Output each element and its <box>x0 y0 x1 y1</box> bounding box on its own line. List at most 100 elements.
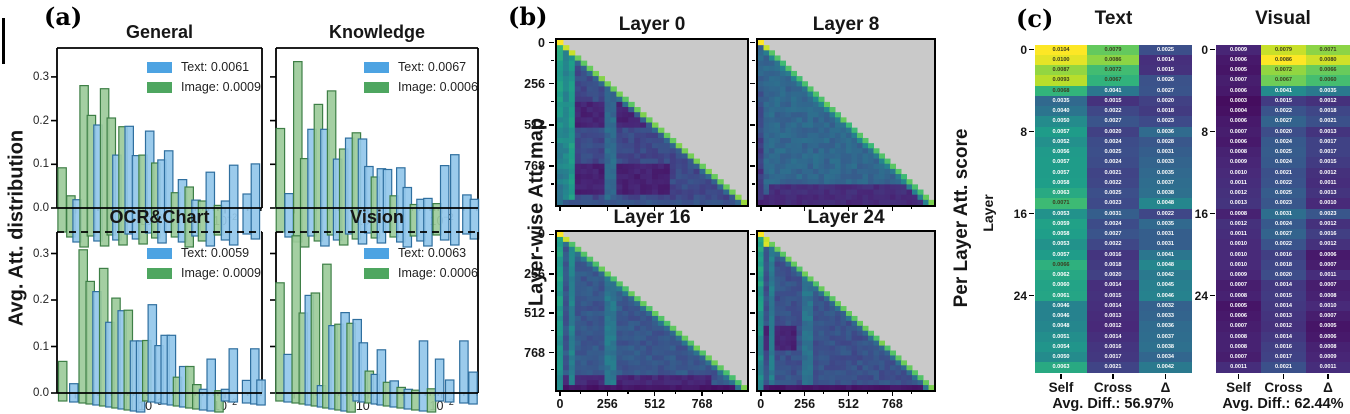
column-label-cross: Cross <box>1093 379 1133 395</box>
score-cell: 0.0025 <box>1087 147 1139 158</box>
score-cell: 0.0011 <box>1216 229 1261 240</box>
table-row: 0.0006 0.0013 0.0007 <box>1216 311 1350 322</box>
score-cell: 0.0024 <box>1261 136 1306 147</box>
heatmap-layer-24 <box>756 230 936 392</box>
score-cell: 0.0021 <box>1087 362 1139 373</box>
score-cell: 0.0009 <box>1216 44 1261 55</box>
score-cell: 0.0021 <box>1261 362 1306 373</box>
score-cell: 0.0031 <box>1261 208 1306 219</box>
x-minor-tick <box>823 391 825 394</box>
panel-a-label: (a) <box>44 2 83 31</box>
subplot-general-title: General <box>125 22 194 42</box>
legend-swatch-image <box>364 267 389 279</box>
score-cell: 0.0033 <box>1139 311 1192 322</box>
score-cell: 0.0052 <box>1035 136 1087 147</box>
table-row: 0.0063 0.0021 0.0042 <box>1035 362 1192 373</box>
heatmap-canvas <box>557 40 747 205</box>
score-cell: 0.0016 <box>1261 249 1306 260</box>
table-row: 0.0006 0.0027 0.0021 <box>1216 116 1350 127</box>
score-cell: 0.0011 <box>1216 177 1261 188</box>
score-cell: 0.0071 <box>1035 198 1087 209</box>
score-cell: 0.0042 <box>1139 362 1192 373</box>
table-row: 0.0009 0.0020 0.0011 <box>1216 270 1350 281</box>
table-row: 0.0050 0.0027 0.0023 <box>1035 116 1192 127</box>
x-minor-tick <box>823 206 825 209</box>
table-row: 0.0012 0.0025 0.0013 <box>1216 188 1350 199</box>
score-cell: 0.0004 <box>1216 106 1261 117</box>
score-cell: 0.0010 <box>1306 198 1350 209</box>
x-tick <box>760 206 762 211</box>
layer-tick <box>1029 294 1034 297</box>
score-cell: 0.0027 <box>1261 116 1306 127</box>
table-row: 0.0005 0.0072 0.0066 <box>1216 65 1350 76</box>
column-tick <box>1164 373 1167 379</box>
table-row: 0.0046 0.0014 0.0032 <box>1035 300 1192 311</box>
x-minor-tick <box>910 391 913 394</box>
layer-tick <box>1029 212 1034 215</box>
table-row: 0.0009 0.0079 0.0071 <box>1216 44 1350 55</box>
column-tick <box>1237 373 1240 379</box>
score-cell: 0.0021 <box>1261 167 1306 178</box>
score-cell: 0.0017 <box>1306 147 1350 158</box>
y-tick-label: 256 <box>524 266 545 281</box>
score-cell: 0.0059 <box>1035 218 1087 229</box>
score-cell: 0.0010 <box>1216 239 1261 250</box>
score-cell: 0.0022 <box>1139 208 1192 219</box>
score-cell: 0.0028 <box>1139 136 1192 147</box>
score-cell: 0.0031 <box>1087 208 1139 219</box>
x-tick-label: 0 <box>757 397 765 411</box>
score-cell: 0.0050 <box>1035 352 1087 363</box>
heatmap-layer-16 <box>555 230 749 392</box>
y-tick-label: 256 <box>524 76 545 91</box>
score-cell: 0.0046 <box>1035 300 1087 311</box>
y-minor-tick <box>752 59 755 62</box>
score-cell: 0.0011 <box>1306 177 1350 188</box>
layer-tick <box>1029 48 1034 51</box>
y-minor-tick <box>752 329 755 332</box>
legend-label-image: Image: 0.0006 <box>398 80 478 94</box>
table-row: 0.0063 0.0025 0.0038 <box>1035 188 1192 199</box>
x-minor-tick <box>867 206 869 209</box>
table-row: 0.0008 0.0014 0.0006 <box>1216 331 1350 342</box>
x-minor-tick <box>910 206 913 209</box>
table-row: 0.0008 0.0025 0.0017 <box>1216 147 1350 158</box>
layer-tick-label: 24 <box>1013 288 1027 303</box>
score-cell: 0.0025 <box>1261 188 1306 199</box>
y-tick <box>750 41 755 44</box>
score-cell: 0.0008 <box>1216 208 1261 219</box>
layer-tick <box>1210 48 1215 51</box>
table-text-title: Text <box>1094 8 1133 29</box>
score-cell: 0.0024 <box>1261 157 1306 168</box>
score-cell: 0.0041 <box>1261 85 1306 96</box>
ytick-label: 0.2 <box>33 294 49 306</box>
table-row: 0.0059 0.0024 0.0035 <box>1035 218 1192 229</box>
histogram-general: 10−310−2 <box>51 47 263 248</box>
score-cell: 0.0013 <box>1261 311 1306 322</box>
table-row: 0.0008 0.0016 0.0008 <box>1216 341 1350 352</box>
score-cell: 0.0032 <box>1139 300 1192 311</box>
y-tick <box>549 351 554 354</box>
score-cell: 0.0018 <box>1261 259 1306 270</box>
avg-diff-visual: Avg. Diff.: 62.44% <box>1222 396 1344 412</box>
subplot-vision-title: Vision <box>350 207 404 227</box>
ytick-label: 0.0 <box>33 387 49 399</box>
column-label-self: Self <box>1048 379 1074 395</box>
ytick-label: 0.2 <box>33 114 49 127</box>
score-cell: 0.0006 <box>1306 331 1350 342</box>
table-row: 0.0011 0.0022 0.0011 <box>1216 177 1350 188</box>
x-minor-tick <box>674 391 676 394</box>
score-cell: 0.0024 <box>1087 136 1139 147</box>
score-cell: 0.0025 <box>1139 44 1192 55</box>
table-visual: 0.0009 0.0079 0.0071 0.0006 0.0086 0.0080 0.00… <box>1216 44 1350 373</box>
score-cell: 0.0093 <box>1035 75 1087 86</box>
table-row: 0.0060 0.0014 0.0045 <box>1035 280 1192 291</box>
column-tick <box>1282 373 1285 379</box>
score-cell: 0.0013 <box>1087 311 1139 322</box>
x-tick <box>701 206 703 211</box>
histogram-ocr-chart: 10−310−2 <box>51 231 266 413</box>
score-cell: 0.0086 <box>1261 54 1306 65</box>
score-cell: 0.0034 <box>1139 352 1192 363</box>
table-row: 0.0011 0.0021 0.0011 <box>1216 362 1350 373</box>
score-cell: 0.0061 <box>1035 290 1087 301</box>
